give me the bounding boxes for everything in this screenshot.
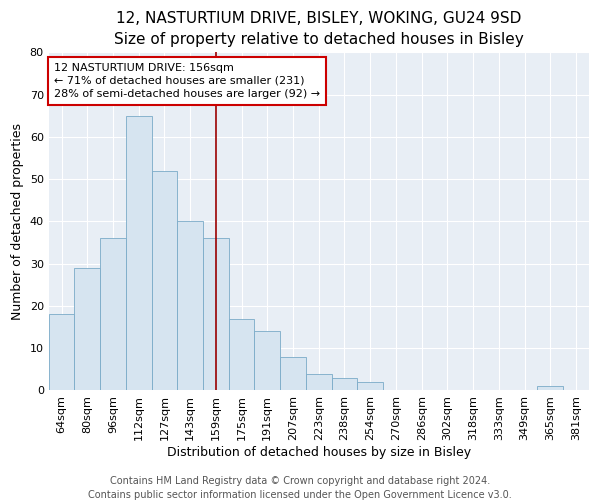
Bar <box>49 314 74 390</box>
Bar <box>100 238 126 390</box>
Text: 12 NASTURTIUM DRIVE: 156sqm
← 71% of detached houses are smaller (231)
28% of se: 12 NASTURTIUM DRIVE: 156sqm ← 71% of det… <box>54 62 320 99</box>
Text: Contains HM Land Registry data © Crown copyright and database right 2024.
Contai: Contains HM Land Registry data © Crown c… <box>88 476 512 500</box>
Title: 12, NASTURTIUM DRIVE, BISLEY, WOKING, GU24 9SD
Size of property relative to deta: 12, NASTURTIUM DRIVE, BISLEY, WOKING, GU… <box>114 11 524 47</box>
Y-axis label: Number of detached properties: Number of detached properties <box>11 123 24 320</box>
Bar <box>254 332 280 390</box>
Bar <box>306 374 332 390</box>
Bar <box>332 378 358 390</box>
Bar <box>203 238 229 390</box>
Bar <box>177 222 203 390</box>
X-axis label: Distribution of detached houses by size in Bisley: Distribution of detached houses by size … <box>167 446 471 459</box>
Bar <box>280 356 306 390</box>
Bar <box>152 171 177 390</box>
Bar <box>358 382 383 390</box>
Bar <box>229 318 254 390</box>
Bar <box>538 386 563 390</box>
Bar <box>126 116 152 390</box>
Bar <box>74 268 100 390</box>
